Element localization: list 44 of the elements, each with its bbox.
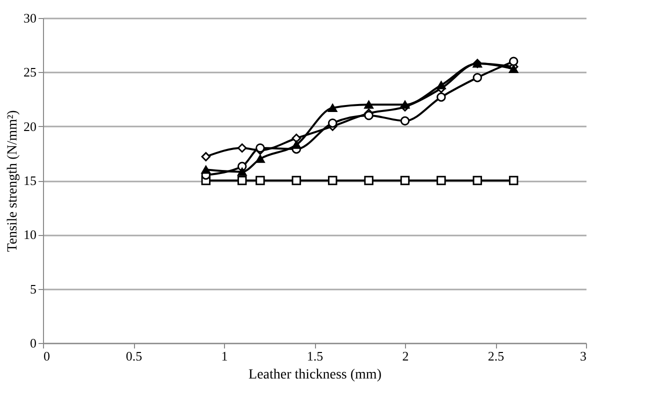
point — [472, 72, 482, 82]
point — [400, 100, 410, 109]
point — [237, 143, 247, 153]
point — [400, 176, 410, 186]
point — [508, 56, 518, 66]
point — [237, 176, 247, 186]
y-tick-label: 0 — [30, 336, 36, 350]
point — [256, 154, 265, 163]
point — [201, 166, 211, 174]
point — [328, 118, 338, 128]
x-tick-label: 1.5 — [306, 348, 324, 364]
point — [364, 110, 374, 120]
y-tick-label: 15 — [24, 173, 36, 188]
y-axis-title: Tensile strength (N/mm²) — [6, 110, 20, 252]
point — [364, 176, 374, 186]
point — [436, 81, 446, 90]
point — [201, 152, 211, 162]
point — [364, 100, 374, 109]
y-tick-label: 25 — [24, 64, 36, 80]
point — [508, 176, 518, 186]
y-tick-label: 5 — [30, 281, 36, 296]
point — [256, 143, 265, 153]
point — [472, 176, 482, 186]
point — [292, 140, 302, 149]
y-tick-label: 10 — [24, 227, 36, 242]
x-tick-label: 1 — [221, 348, 228, 364]
point — [292, 176, 302, 186]
point — [237, 168, 247, 176]
point — [328, 104, 338, 112]
x-tick-label: 2 — [402, 348, 409, 364]
point — [292, 134, 302, 143]
point — [328, 176, 338, 186]
x-tick-label: 0.5 — [126, 348, 142, 364]
x-tick-label: 3 — [580, 348, 586, 364]
x-axis-title: Leather thickness (mm) — [248, 368, 382, 382]
y-tick-label: 20 — [24, 118, 36, 134]
point — [436, 92, 446, 102]
point — [256, 176, 265, 186]
point — [400, 116, 410, 126]
point — [508, 64, 518, 74]
x-tick-label: 0 — [44, 348, 50, 364]
y-tick-label: 30 — [24, 10, 36, 26]
x-tick-label: 2.5 — [488, 348, 504, 364]
point — [436, 176, 446, 186]
